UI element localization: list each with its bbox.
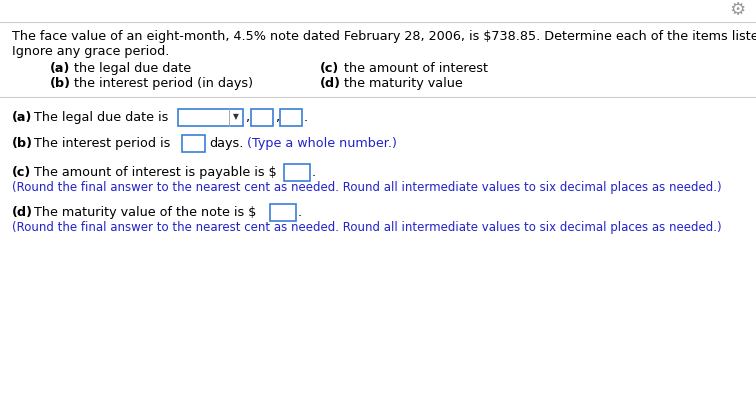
- Text: ,: ,: [275, 111, 279, 123]
- FancyBboxPatch shape: [182, 135, 205, 151]
- Text: the maturity value: the maturity value: [340, 76, 463, 90]
- Text: the interest period (in days): the interest period (in days): [70, 76, 253, 90]
- Text: days.: days.: [209, 136, 243, 150]
- Text: The legal due date is: The legal due date is: [34, 111, 169, 123]
- Text: (c): (c): [320, 61, 339, 75]
- Text: The face value of an eight-month, 4.5% note dated February 28, 2006, is $738.85.: The face value of an eight-month, 4.5% n…: [12, 30, 756, 43]
- Text: Ignore any grace period.: Ignore any grace period.: [12, 45, 169, 58]
- Text: (d): (d): [320, 76, 341, 90]
- Text: (d): (d): [12, 206, 33, 219]
- Text: (Round the final answer to the nearest cent as needed. Round all intermediate va: (Round the final answer to the nearest c…: [12, 221, 722, 234]
- Text: ⚙: ⚙: [729, 1, 745, 19]
- FancyBboxPatch shape: [284, 163, 310, 181]
- Text: (b): (b): [12, 136, 33, 150]
- FancyBboxPatch shape: [270, 203, 296, 221]
- FancyBboxPatch shape: [178, 108, 243, 126]
- FancyBboxPatch shape: [251, 108, 273, 126]
- Text: The amount of interest is payable is $: The amount of interest is payable is $: [34, 166, 277, 178]
- Text: the legal due date: the legal due date: [70, 61, 191, 75]
- Text: (b): (b): [50, 76, 71, 90]
- Text: .: .: [298, 206, 302, 219]
- Text: (a): (a): [12, 111, 33, 123]
- Text: .: .: [312, 166, 316, 178]
- Text: (Round the final answer to the nearest cent as needed. Round all intermediate va: (Round the final answer to the nearest c…: [12, 181, 722, 193]
- Text: .: .: [304, 111, 308, 123]
- FancyBboxPatch shape: [280, 108, 302, 126]
- Text: the amount of interest: the amount of interest: [340, 61, 488, 75]
- Text: (c): (c): [12, 166, 31, 178]
- Text: (Type a whole number.): (Type a whole number.): [247, 136, 397, 150]
- Text: ▼: ▼: [233, 113, 239, 121]
- Text: The maturity value of the note is $: The maturity value of the note is $: [34, 206, 256, 219]
- Text: ,: ,: [245, 111, 249, 123]
- Text: The interest period is: The interest period is: [34, 136, 170, 150]
- Text: (a): (a): [50, 61, 70, 75]
